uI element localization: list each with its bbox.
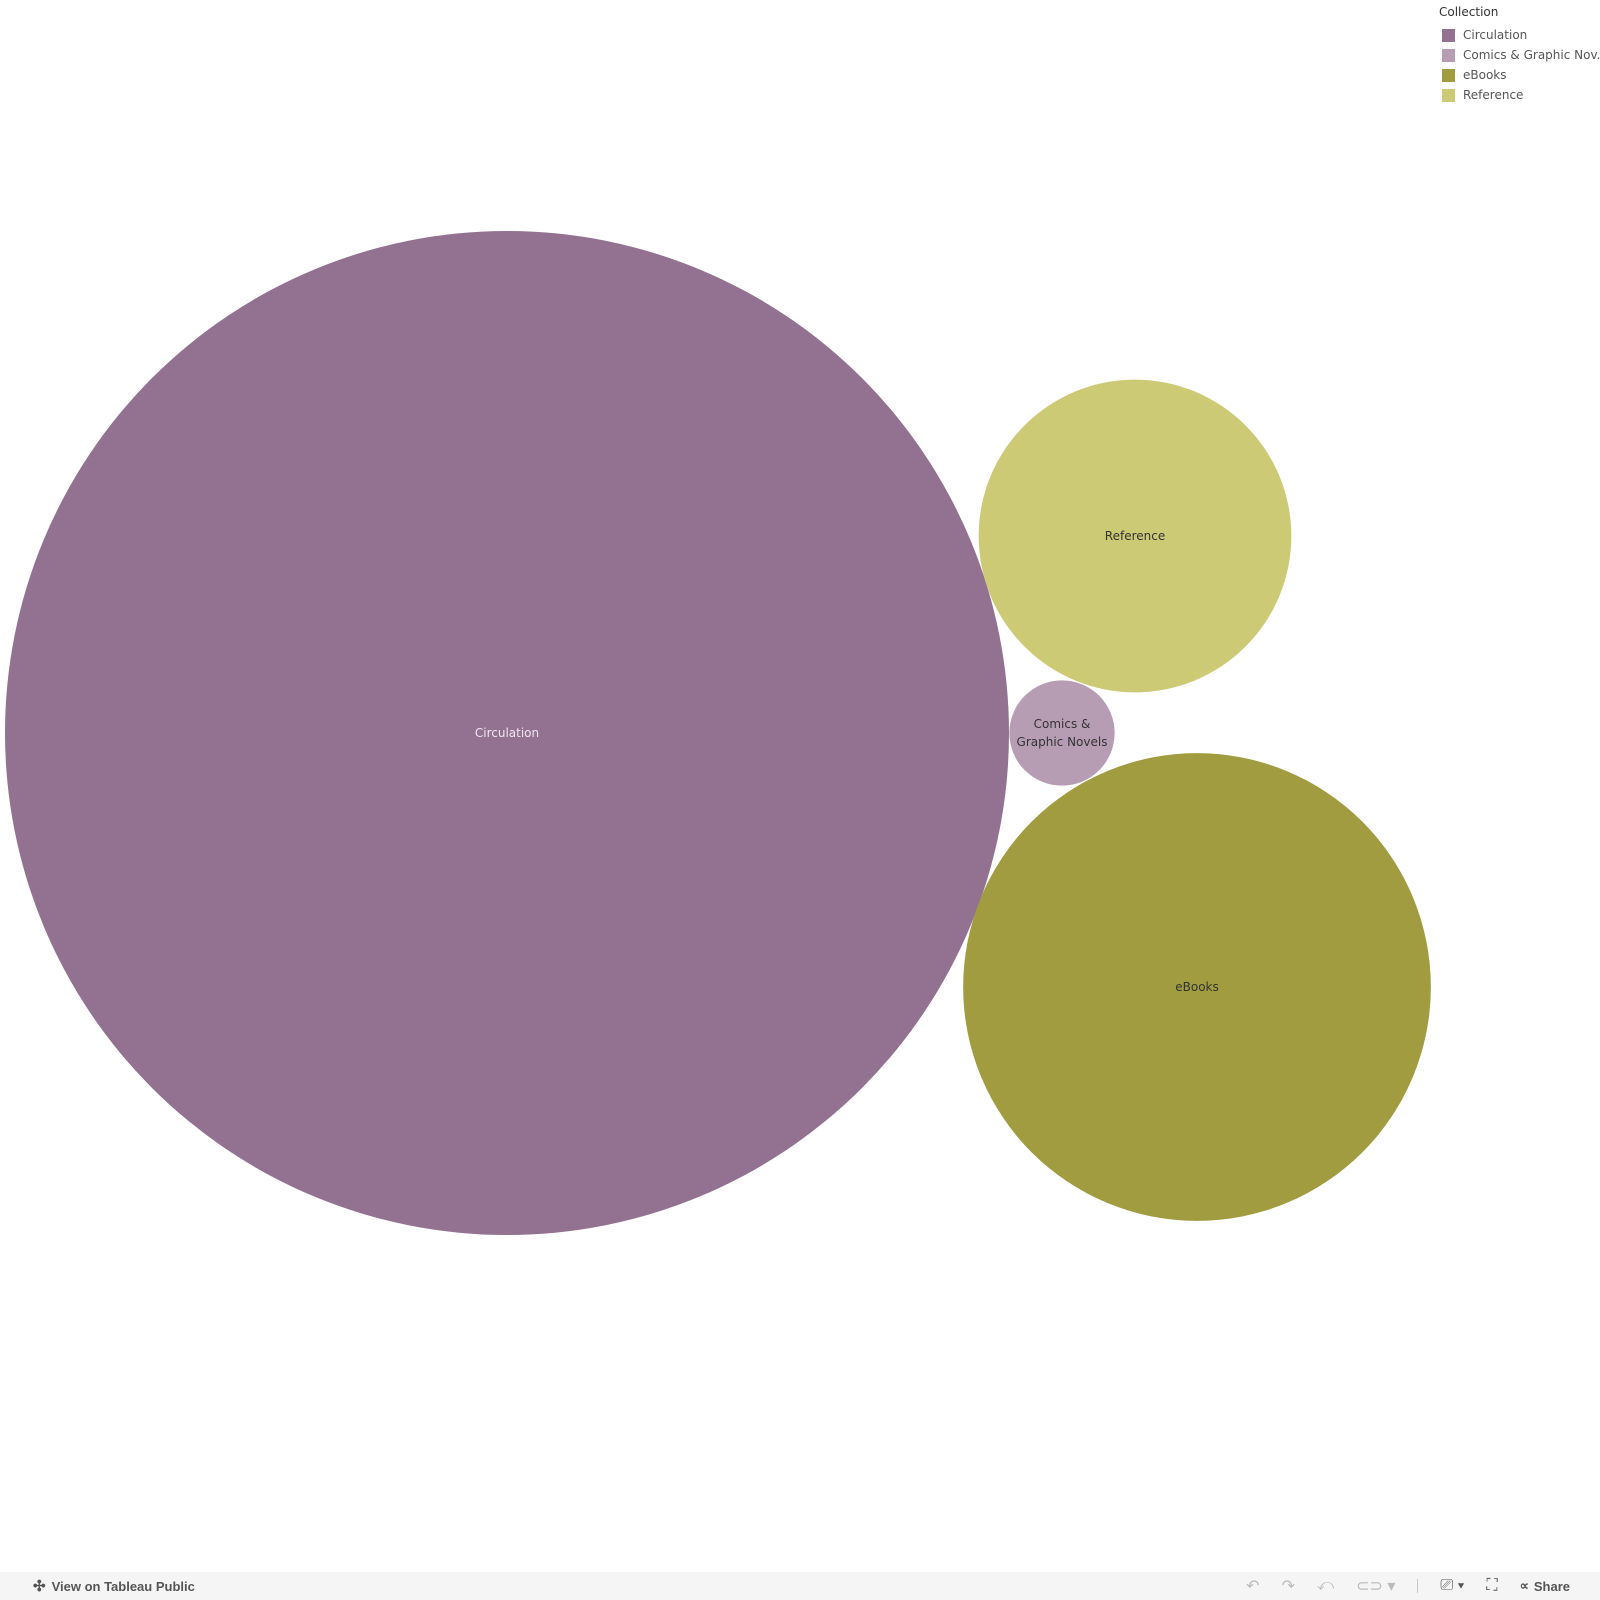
divider: [1417, 1579, 1419, 1593]
bubble-label: Circulation: [475, 726, 539, 740]
fullscreen-icon[interactable]: ⛶: [1486, 1577, 1498, 1594]
legend-swatch: [1442, 88, 1455, 102]
view-on-tableau-label: View on Tableau Public: [51, 1578, 195, 1594]
legend-swatch: [1442, 68, 1455, 82]
legend-item[interactable]: Reference: [1439, 85, 1600, 105]
download-icon[interactable]: ⎚ ▾: [1440, 1577, 1465, 1594]
legend-item[interactable]: Circulation: [1439, 25, 1600, 45]
redo-icon[interactable]: ↷: [1281, 1578, 1295, 1595]
undo-icon[interactable]: ↶: [1246, 1578, 1260, 1595]
bubble-ebooks[interactable]: eBooks: [963, 753, 1431, 1221]
bubble-circulation[interactable]: Circulation: [5, 231, 1009, 1235]
share-label: Share: [1533, 1578, 1570, 1594]
bubble-mark[interactable]: [5, 231, 1009, 1235]
legend-swatch: [1442, 48, 1455, 62]
refresh-icon[interactable]: ⊂⊃ ▾: [1356, 1578, 1396, 1595]
bubble-label: Comics &: [1034, 717, 1091, 731]
bubble-mark[interactable]: [963, 753, 1431, 1221]
legend-item[interactable]: eBooks: [1439, 65, 1600, 85]
legend-label: Circulation: [1463, 28, 1528, 42]
bubble-reference[interactable]: Reference: [978, 379, 1292, 693]
legend-label: Reference: [1463, 88, 1524, 102]
view-on-tableau-public-link[interactable]: ✣ View on Tableau Public: [33, 1577, 195, 1595]
bubble-mark[interactable]: [1009, 680, 1115, 786]
legend-label: Comics & Graphic Nov...: [1463, 48, 1600, 62]
toolbar: ✣ View on Tableau Public ↶ ↷ ⤺ ⊂⊃ ▾ ⎚ ▾ …: [0, 1572, 1600, 1600]
bubble-label: Graphic Novels: [1017, 735, 1108, 749]
legend: Collection Circulation Comics & Graphic N…: [1439, 5, 1600, 105]
legend-title: Collection: [1439, 5, 1499, 19]
legend-item[interactable]: Comics & Graphic Nov...: [1439, 45, 1600, 65]
share-button[interactable]: ∝ Share: [1520, 1578, 1570, 1594]
legend-swatch: [1442, 28, 1455, 42]
bubble-label: eBooks: [1175, 980, 1219, 994]
legend-label: eBooks: [1463, 68, 1507, 82]
bubble-mark[interactable]: [978, 379, 1292, 693]
bubble-label: Reference: [1105, 529, 1165, 543]
revert-icon[interactable]: ⤺: [1316, 1577, 1335, 1594]
tableau-logo-icon: ✣: [33, 1578, 46, 1595]
bubble-comics-graphic-novels[interactable]: Comics & Graphic Novels: [1009, 680, 1115, 786]
share-icon: ∝: [1519, 1578, 1529, 1593]
